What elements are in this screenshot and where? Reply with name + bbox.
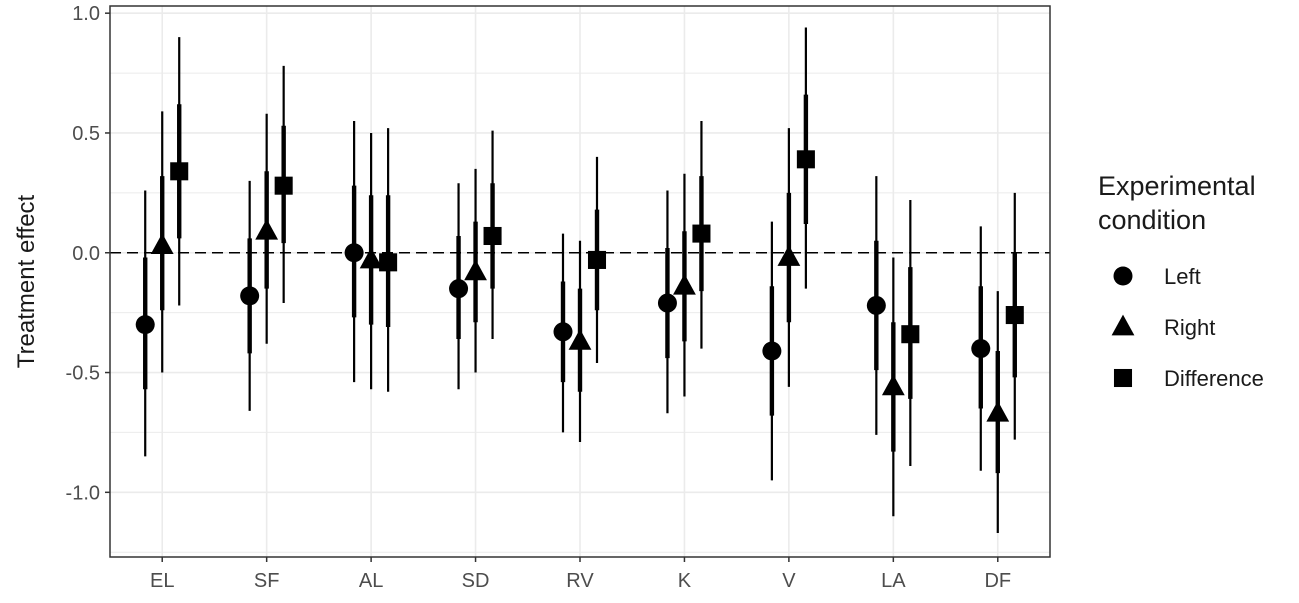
pointrange-right-sd [464, 168, 487, 373]
pointrange-right-df [986, 291, 1010, 534]
y-tick-label: -0.5 [66, 363, 100, 385]
pointrange-left-rv [553, 233, 573, 433]
pointrange-right-v [777, 128, 801, 387]
circle-point [762, 341, 782, 361]
triangle-point [150, 233, 174, 254]
legend-label: Right [1164, 315, 1215, 340]
triangle-point [673, 273, 696, 295]
legend-title-line-1: Experimental [1098, 171, 1256, 201]
x-tick-label: AL [359, 570, 383, 592]
y-tick-label: -1.0 [66, 482, 100, 504]
legend-label: Left [1164, 264, 1201, 289]
x-tick-label: EL [150, 570, 174, 592]
square-point [796, 150, 815, 169]
legend-title-line-2: condition [1098, 205, 1206, 235]
x-tick-label: RV [566, 570, 594, 592]
triangle-point [777, 245, 801, 266]
pointrange-left-df [971, 226, 991, 471]
pointrange-left-la [866, 176, 886, 435]
x-tick-label: SD [462, 570, 490, 592]
pointrange-right-sf [255, 113, 279, 344]
pointrange-difference-k [692, 120, 711, 349]
pointrange-left-v [762, 221, 782, 481]
x-tick-label: V [782, 570, 796, 592]
x-tick-label: DF [984, 570, 1011, 592]
pointrange-left-k [657, 190, 677, 414]
legend-circle-key [1113, 266, 1133, 286]
square-point [901, 325, 920, 344]
triangle-point [464, 259, 487, 281]
pointrange-right-rv [568, 240, 592, 443]
triangle-point [881, 374, 905, 396]
square-point [692, 224, 711, 243]
pointrange-difference-el [170, 37, 189, 306]
square-point [379, 253, 398, 272]
y-axis-title: Treatment effect [13, 194, 40, 368]
triangle-point [568, 329, 592, 350]
pointrange-difference-al [379, 128, 398, 392]
circle-point [344, 243, 364, 263]
triangle-point [986, 400, 1010, 422]
legend-label: Difference [1164, 366, 1264, 391]
pointrange-right-al [359, 132, 383, 390]
pointrange-difference-v [796, 27, 815, 289]
pointrange-right-el [150, 111, 174, 373]
legend-triangle-key [1111, 314, 1135, 336]
axes: 1.0 0.5 0.0 -0.5 -1.0 EL SF AL SD RV K V LA DF [66, 3, 1012, 592]
legend-item-left: Left [1113, 264, 1201, 289]
x-tick-label: K [678, 570, 692, 592]
circle-point [240, 286, 260, 306]
legend-square-key [1113, 368, 1133, 388]
pointrange-left-sf [240, 180, 260, 411]
circle-point [449, 279, 469, 299]
legend-item-right: Right [1111, 314, 1215, 340]
pointrange-right-la [881, 257, 905, 517]
square-point [483, 226, 502, 246]
pointrange-difference-sd [483, 130, 502, 339]
square-point [587, 250, 607, 269]
circle-point [866, 295, 886, 315]
data-marks [135, 27, 1024, 534]
pointrange-difference-sf [274, 65, 293, 304]
pointrange-left-al [344, 120, 364, 383]
legend-item-difference: Difference [1113, 366, 1264, 391]
y-tick-label: 1.0 [72, 3, 100, 25]
legend-items: Left Right Difference [1111, 264, 1264, 391]
y-tick-label: 0.5 [72, 123, 100, 145]
pointrange-left-sd [449, 183, 469, 390]
legend: Experimental condition Left Right Differen… [1098, 171, 1264, 391]
square-point [274, 176, 293, 195]
pointrange-right-k [673, 173, 696, 397]
x-tick-label: LA [881, 570, 906, 592]
pointrange-difference-df [1005, 192, 1024, 440]
circle-point [971, 339, 991, 359]
pointrange-difference-la [901, 200, 920, 466]
square-point [1005, 306, 1024, 325]
pointrange-left-el [135, 190, 155, 457]
x-tick-label: SF [254, 570, 280, 592]
y-tick-label: 0.0 [72, 243, 100, 265]
circle-point [553, 322, 573, 342]
pointrange-difference-rv [587, 156, 607, 363]
triangle-point [359, 247, 383, 269]
square-point [170, 162, 189, 181]
circle-point [135, 315, 155, 335]
triangle-point [255, 218, 279, 240]
circle-point [657, 293, 677, 313]
